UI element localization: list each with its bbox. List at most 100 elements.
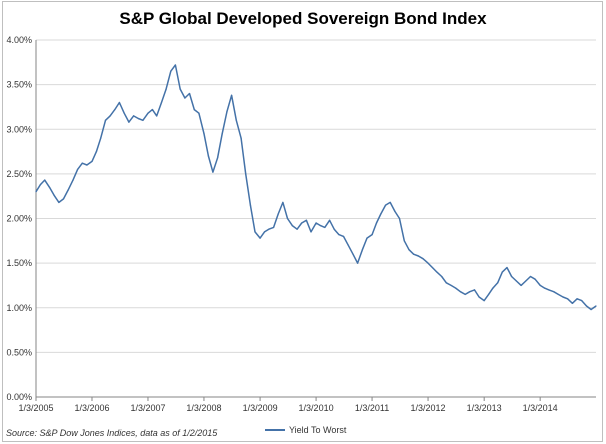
data-point xyxy=(91,160,93,162)
data-point xyxy=(100,137,102,139)
y-tick-label: 2.50% xyxy=(6,169,32,179)
data-point xyxy=(445,282,447,284)
data-point xyxy=(198,112,200,114)
data-point xyxy=(259,237,261,239)
x-tick-label: 1/3/2007 xyxy=(130,403,165,413)
data-point xyxy=(240,137,242,139)
y-tick-label: 2.00% xyxy=(6,214,32,224)
data-point xyxy=(595,305,597,307)
axes xyxy=(35,40,596,401)
data-point xyxy=(352,253,354,255)
data-point xyxy=(72,179,74,181)
y-tick-label: 1.50% xyxy=(6,258,32,268)
x-tick-label: 1/3/2010 xyxy=(299,403,334,413)
data-point xyxy=(384,204,387,206)
data-point xyxy=(53,194,55,196)
data-point xyxy=(174,64,177,66)
data-point xyxy=(380,213,382,215)
y-tick-label: 3.00% xyxy=(6,124,32,134)
data-point xyxy=(44,179,46,181)
y-tick-label: 3.50% xyxy=(6,80,32,90)
data-point xyxy=(109,115,111,117)
series-layer xyxy=(35,64,597,311)
data-point xyxy=(291,225,293,227)
data-point xyxy=(212,171,214,173)
data-point xyxy=(408,249,410,251)
data-point xyxy=(529,275,532,278)
data-point xyxy=(226,110,228,112)
data-point xyxy=(81,162,83,164)
data-point xyxy=(268,228,270,230)
data-point xyxy=(501,271,503,273)
data-point xyxy=(114,109,116,111)
data-point xyxy=(492,287,494,289)
data-point xyxy=(147,112,149,114)
data-point xyxy=(217,157,219,159)
data-point xyxy=(86,164,88,166)
data-point xyxy=(450,284,452,287)
data-point xyxy=(76,168,79,171)
data-point xyxy=(62,198,65,200)
data-point xyxy=(473,289,476,291)
data-point xyxy=(286,217,289,220)
data-point xyxy=(319,225,322,227)
data-point xyxy=(165,88,167,90)
data-point xyxy=(39,183,42,186)
data-point xyxy=(118,101,121,104)
legend-swatch xyxy=(265,429,285,431)
data-point xyxy=(590,308,592,311)
x-tick-label: 1/3/2005 xyxy=(18,403,53,413)
data-point xyxy=(431,266,434,269)
data-point xyxy=(515,280,517,282)
x-tick-label: 1/3/2011 xyxy=(355,403,389,413)
data-point xyxy=(534,278,536,280)
x-tick-label: 1/3/2012 xyxy=(411,403,446,413)
data-point xyxy=(361,249,363,251)
chart-title: S&P Global Developed Sovereign Bond Inde… xyxy=(119,9,487,28)
data-point xyxy=(342,235,345,237)
data-point xyxy=(539,284,541,287)
data-point xyxy=(184,97,186,99)
data-point xyxy=(553,291,555,293)
x-tick-label: 1/3/2006 xyxy=(74,403,109,413)
data-point xyxy=(389,201,391,204)
data-point xyxy=(170,70,172,72)
data-point xyxy=(436,271,438,273)
data-point xyxy=(548,289,550,291)
y-tick-label: 1.00% xyxy=(6,303,32,313)
data-point xyxy=(441,275,443,278)
data-point xyxy=(95,150,98,153)
data-point xyxy=(58,201,60,204)
data-point xyxy=(371,233,373,236)
data-point xyxy=(375,222,378,224)
data-point xyxy=(104,119,107,121)
data-point xyxy=(123,112,125,114)
data-point xyxy=(338,233,340,236)
data-point xyxy=(245,173,247,175)
data-point xyxy=(544,287,546,289)
data-point xyxy=(464,293,466,295)
data-point xyxy=(132,115,135,117)
data-point xyxy=(315,222,317,224)
data-point xyxy=(48,186,51,188)
data-point xyxy=(333,228,335,230)
series-line xyxy=(35,64,597,311)
data-point xyxy=(128,121,130,123)
data-point xyxy=(520,284,522,287)
tick-labels: 0.00% 0.50% 1.00% 1.50% 2.00% 2.50% 3.00% 3.50%… xyxy=(6,35,557,413)
data-point xyxy=(207,155,210,157)
data-point xyxy=(328,219,331,221)
x-tick-label: 1/3/2013 xyxy=(467,403,502,413)
y-tick-label: 4.00% xyxy=(6,35,32,45)
data-point xyxy=(427,262,429,264)
data-point xyxy=(305,219,308,221)
data-point xyxy=(67,189,69,191)
data-point xyxy=(478,296,480,298)
data-point xyxy=(156,115,158,117)
data-point xyxy=(249,204,252,206)
data-point xyxy=(422,258,424,260)
y-tick-label: 0.00% xyxy=(6,392,32,402)
legend-label: Yield To Worst xyxy=(289,425,347,435)
data-point xyxy=(160,101,163,104)
